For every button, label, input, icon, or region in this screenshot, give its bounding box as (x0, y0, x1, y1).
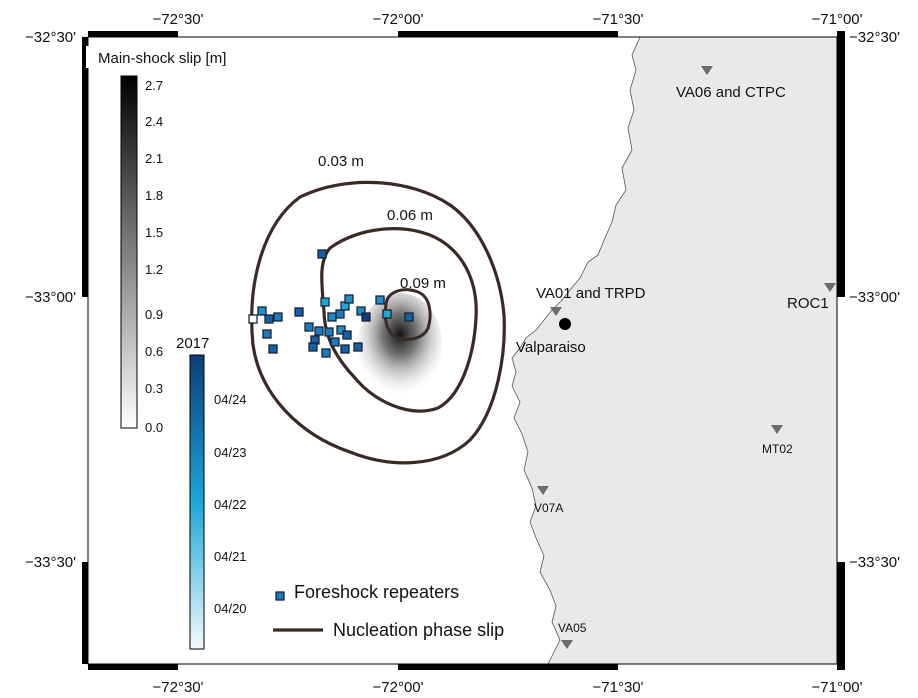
lon-tick-label: −72°30' (153, 679, 204, 696)
time-tick-label: 04/24 (214, 392, 247, 407)
repeater-marker (327, 312, 337, 322)
station-label: VA01 and TRPD (536, 285, 646, 302)
repeater-marker (375, 295, 385, 305)
triangle-down-icon (824, 283, 836, 292)
slip-tick-label: 1.8 (145, 188, 163, 203)
contour-label: 0.06 m (387, 207, 433, 224)
city-label: Valparaiso (516, 339, 586, 356)
legend: Foreshock repeaters Nucleation phase sli… (273, 582, 504, 640)
station-label: VA06 and CTPC (676, 84, 786, 101)
lon-tick-label: −71°00' (812, 679, 863, 696)
time-tick-label: 04/21 (214, 549, 247, 564)
lat-tick-label: −32°30' (25, 29, 76, 46)
repeater-marker (320, 297, 330, 307)
station-label: VA05 (558, 621, 587, 635)
repeater-marker (262, 329, 272, 339)
time-tick-label: 04/22 (214, 497, 247, 512)
lon-ticks-top: −72°30' −72°00' −71°30' −71°00' (153, 11, 863, 28)
repeater-marker (248, 314, 258, 324)
lat-tick-label: −33°00' (849, 289, 900, 306)
lat-tick-label: −32°30' (849, 29, 900, 46)
slip-tick-label: 0.3 (145, 381, 163, 396)
station-label: ROC1 (787, 295, 829, 312)
lat-ticks-right: −32°30' −33°00' −33°30' (849, 29, 900, 571)
slip-colorbar-title: Main-shock slip [m] (98, 50, 226, 67)
repeater-marker (335, 309, 345, 319)
lon-tick-label: −71°30' (593, 679, 644, 696)
repeater-marker (273, 312, 283, 322)
slip-colorbar: Main-shock slip [m] 2.7 2.4 2.1 1.8 1.5 … (86, 46, 258, 435)
lon-tick-label: −72°00' (373, 11, 424, 28)
repeater-marker (321, 348, 331, 358)
repeater-marker (257, 306, 267, 316)
contour-003 (250, 180, 506, 465)
slip-tick-label: 1.2 (145, 262, 163, 277)
lat-tick-label: −33°00' (25, 289, 76, 306)
lon-ticks-bottom: −72°30' −72°00' −71°30' −71°00' (153, 679, 863, 696)
repeater-marker (304, 322, 314, 332)
slip-tick-label: 0.9 (145, 307, 163, 322)
time-tick-label: 04/23 (214, 445, 247, 460)
foreshock-repeaters (248, 249, 414, 358)
slip-tick-label: 2.1 (145, 151, 163, 166)
repeater-marker (404, 312, 414, 322)
repeater-marker (361, 312, 371, 322)
land-area (511, 37, 837, 664)
main-shock-slip-patch (358, 293, 442, 397)
contour-009 (383, 288, 432, 341)
repeater-marker (324, 327, 334, 337)
lat-ticks-left: −32°30' −33°00' −33°30' (25, 29, 76, 571)
lon-tick-label: −71°00' (812, 11, 863, 28)
repeater-marker (308, 342, 318, 352)
triangle-down-icon (771, 425, 783, 434)
time-colorbar: 2017 04/24 04/23 04/22 04/21 04/20 (176, 335, 247, 650)
frame-ticks (82, 31, 845, 670)
repeater-marker (382, 309, 392, 319)
contour-006 (320, 227, 478, 413)
time-tick-label: 04/20 (214, 601, 247, 616)
slip-tick-label: 0.6 (145, 344, 163, 359)
slip-tick-label: 2.4 (145, 114, 163, 129)
repeater-marker (356, 306, 366, 316)
contour-label: 0.09 m (400, 275, 446, 292)
lon-tick-label: −72°30' (153, 11, 204, 28)
station-label: MT02 (762, 442, 793, 456)
slip-tick-label: 2.7 (145, 78, 163, 93)
lat-tick-label: −33°30' (849, 554, 900, 571)
repeater-marker (268, 344, 278, 354)
lat-tick-label: −33°30' (25, 554, 76, 571)
repeater-marker (340, 344, 350, 354)
repeater-marker (344, 294, 354, 304)
repeater-marker (314, 326, 324, 336)
time-colorbar-title: 2017 (176, 335, 209, 352)
repeater-marker (317, 249, 327, 259)
legend-nucleation-label: Nucleation phase slip (333, 620, 504, 640)
contour-label: 0.03 m (318, 153, 364, 170)
triangle-down-icon (537, 486, 549, 495)
triangle-down-icon (550, 307, 562, 316)
repeater-marker (353, 342, 363, 352)
repeater-marker (330, 337, 340, 347)
legend-repeater-marker (275, 591, 285, 601)
lon-tick-label: −71°30' (593, 11, 644, 28)
repeater-marker (342, 330, 352, 340)
triangle-down-icon (701, 66, 713, 75)
repeater-marker (264, 314, 274, 324)
slip-tick-label: 1.5 (145, 225, 163, 240)
repeater-marker (336, 325, 346, 335)
stations (537, 66, 836, 649)
repeater-marker (294, 307, 304, 317)
city-marker (559, 318, 571, 330)
slip-tick-label: 0.0 (145, 420, 163, 435)
lon-tick-label: −72°00' (373, 679, 424, 696)
legend-repeaters-label: Foreshock repeaters (294, 582, 459, 602)
station-label: V07A (534, 501, 563, 515)
triangle-down-icon (561, 640, 573, 649)
